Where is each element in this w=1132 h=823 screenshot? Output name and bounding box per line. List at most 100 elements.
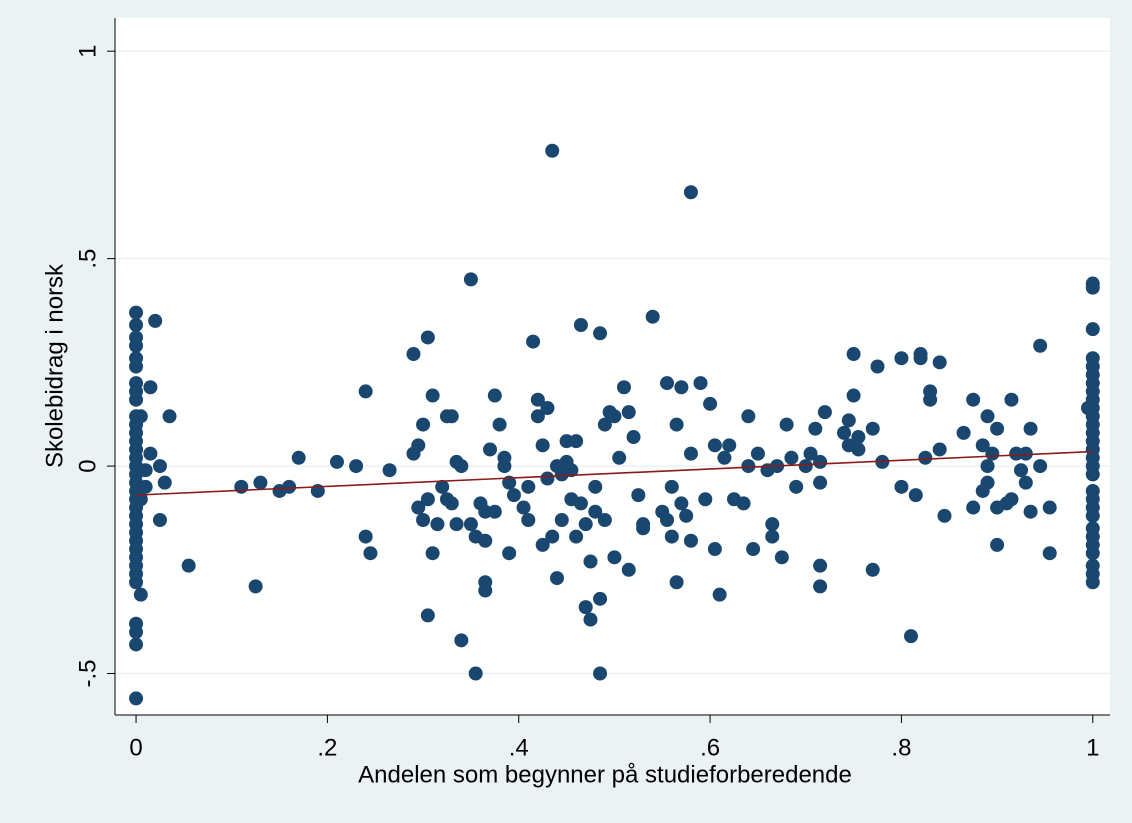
point: [913, 347, 928, 362]
point: [129, 637, 144, 652]
point: [420, 608, 435, 623]
point: [894, 479, 909, 494]
point: [1033, 338, 1048, 353]
point: [540, 471, 555, 486]
x-tick-label: 0: [129, 734, 142, 761]
point: [138, 463, 153, 478]
point: [181, 558, 196, 573]
point: [291, 450, 306, 465]
point: [502, 546, 517, 561]
point: [956, 425, 971, 440]
point: [253, 475, 268, 490]
point: [143, 446, 158, 461]
point: [660, 376, 675, 391]
point: [626, 430, 641, 445]
point: [990, 421, 1005, 436]
point: [851, 442, 866, 457]
point: [841, 413, 856, 428]
point: [865, 562, 880, 577]
point: [593, 326, 608, 341]
point: [1018, 475, 1033, 490]
point: [607, 409, 622, 424]
point: [1085, 546, 1100, 561]
point: [497, 450, 512, 465]
point: [621, 562, 636, 577]
point: [779, 417, 794, 432]
point: [693, 376, 708, 391]
point: [870, 359, 885, 374]
point: [846, 388, 861, 403]
point: [478, 504, 493, 519]
point: [487, 504, 502, 519]
point: [937, 508, 952, 523]
point: [990, 537, 1005, 552]
point: [569, 529, 584, 544]
point: [133, 409, 148, 424]
point: [612, 450, 627, 465]
point: [588, 504, 603, 519]
point: [750, 446, 765, 461]
point: [129, 392, 144, 407]
point: [478, 533, 493, 548]
point: [516, 500, 531, 515]
point: [148, 313, 163, 328]
point: [573, 496, 588, 511]
y-tick-label: 0: [74, 459, 101, 472]
point: [129, 359, 144, 374]
point: [621, 405, 636, 420]
point: [985, 446, 1000, 461]
point: [129, 625, 144, 640]
point: [980, 475, 995, 490]
point: [152, 459, 167, 474]
point: [129, 338, 144, 353]
x-tick-label: .6: [700, 734, 720, 761]
point: [774, 550, 789, 565]
point: [162, 409, 177, 424]
point: [975, 438, 990, 453]
point: [530, 392, 545, 407]
point: [707, 438, 722, 453]
point: [411, 438, 426, 453]
point: [636, 521, 651, 536]
point: [980, 459, 995, 474]
point: [683, 185, 698, 200]
point: [717, 450, 732, 465]
point: [1085, 322, 1100, 337]
point: [1085, 508, 1100, 523]
point: [569, 434, 584, 449]
point: [157, 475, 172, 490]
point: [420, 330, 435, 345]
point: [152, 513, 167, 528]
fit-line: [136, 450, 1093, 496]
point: [1004, 492, 1019, 507]
point: [411, 500, 426, 515]
point: [545, 143, 560, 158]
point: [712, 587, 727, 602]
point: [444, 409, 459, 424]
point: [143, 380, 158, 395]
point: [837, 425, 852, 440]
point: [425, 388, 440, 403]
point: [593, 666, 608, 681]
point: [234, 479, 249, 494]
point: [133, 587, 148, 602]
point: [138, 479, 153, 494]
point: [454, 633, 469, 648]
point: [564, 463, 579, 478]
point: [664, 529, 679, 544]
point: [741, 409, 756, 424]
point: [1033, 459, 1048, 474]
point: [645, 309, 660, 324]
point: [1023, 421, 1038, 436]
point: [416, 513, 431, 528]
point: [521, 479, 536, 494]
point: [578, 600, 593, 615]
point: [1018, 446, 1033, 461]
point: [593, 591, 608, 606]
point: [583, 554, 598, 569]
y-tick-label: -.5: [74, 660, 101, 688]
point: [550, 571, 565, 586]
point: [808, 421, 823, 436]
point: [129, 575, 144, 590]
x-tick-label: 1: [1086, 734, 1099, 761]
